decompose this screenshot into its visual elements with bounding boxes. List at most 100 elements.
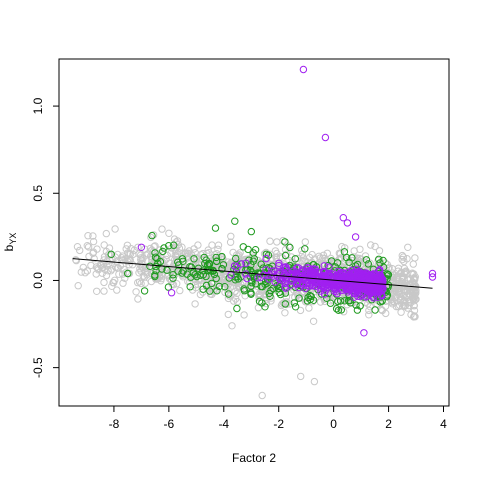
points-layer: [72, 65, 437, 400]
data-point-green: [208, 279, 216, 288]
data-point-purple: [321, 133, 330, 142]
data-point-green: [364, 260, 372, 268]
data-point-gray: [141, 279, 149, 287]
data-point-gray: [76, 246, 84, 255]
data-point-green: [218, 264, 226, 273]
data-point-gray: [281, 309, 289, 317]
data-point-green: [196, 271, 205, 280]
y-tick-label: 0.5: [31, 185, 45, 202]
data-point-purple: [237, 260, 245, 268]
data-point-purple: [242, 259, 250, 267]
data-point-green: [247, 289, 255, 297]
data-point-gray: [119, 279, 127, 287]
data-point-green: [193, 272, 201, 281]
x-tick-label: -4: [218, 417, 229, 431]
data-point-green: [219, 261, 228, 269]
data-point-gray: [365, 311, 373, 319]
data-point-gray: [400, 296, 408, 305]
data-point-purple: [377, 291, 385, 299]
data-point-green: [257, 260, 265, 268]
data-point-green: [190, 255, 198, 263]
data-point-gray: [214, 241, 223, 249]
data-point-green: [212, 253, 220, 262]
data-point-gray: [404, 304, 412, 312]
data-point-gray: [231, 287, 239, 296]
data-point-gray: [381, 259, 389, 267]
data-point-gray: [132, 288, 140, 296]
data-point-gray: [137, 251, 145, 259]
data-point-purple: [300, 275, 308, 283]
data-point-gray: [135, 269, 143, 277]
data-point-purple: [268, 267, 276, 275]
data-point-green: [307, 292, 315, 301]
data-point-green: [206, 287, 214, 295]
data-point-green: [375, 255, 383, 263]
data-point-green: [186, 263, 194, 271]
data-point-gray: [108, 256, 116, 264]
data-point-gray: [165, 229, 173, 238]
data-point-purple: [351, 233, 360, 241]
x-tick-label: 0: [330, 417, 337, 431]
data-point-gray: [399, 253, 408, 261]
data-point-gray: [408, 270, 416, 279]
data-point-green: [345, 258, 353, 266]
data-point-gray: [84, 243, 93, 251]
data-point-green: [301, 245, 309, 253]
data-point-purple: [352, 265, 361, 273]
data-point-green: [334, 306, 343, 314]
data-point-purple: [243, 274, 251, 283]
data-point-gray: [388, 279, 397, 287]
data-point-gray: [309, 317, 318, 325]
data-point-gray: [336, 250, 345, 258]
data-point-purple: [325, 263, 333, 271]
data-point-green: [212, 257, 221, 266]
data-point-gray: [396, 282, 404, 291]
data-point-purple: [339, 214, 347, 222]
data-point-gray: [83, 242, 92, 250]
data-point-gray: [93, 287, 101, 295]
data-point-green: [383, 270, 391, 278]
data-point-gray: [393, 273, 402, 282]
data-point-purple: [271, 278, 279, 286]
data-point-green: [213, 287, 221, 295]
data-point-purple: [294, 277, 303, 286]
y-tick-label: -0.5: [31, 357, 45, 378]
data-point-gray: [118, 256, 126, 264]
data-point-gray: [273, 238, 281, 246]
data-point-purple: [353, 282, 362, 291]
data-point-gray: [182, 250, 190, 258]
data-point-gray: [89, 249, 97, 258]
data-point-green: [151, 253, 160, 261]
data-point-purple: [254, 274, 262, 282]
data-point-gray: [361, 298, 369, 307]
data-point-gray: [255, 290, 263, 298]
data-point-green: [286, 243, 294, 252]
data-point-green: [247, 227, 256, 236]
data-point-purple: [282, 266, 290, 274]
data-point-green: [199, 285, 207, 293]
data-point-green: [211, 224, 220, 232]
data-point-green: [153, 254, 161, 263]
data-point-green: [290, 299, 298, 307]
y-axis-label-subscript: YX: [8, 233, 18, 245]
data-point-green: [170, 241, 178, 249]
data-point-gray: [98, 269, 107, 277]
data-point-gray: [353, 258, 361, 266]
data-point-green: [276, 290, 285, 299]
data-point-gray: [110, 279, 118, 287]
x-tick-label: 2: [385, 417, 392, 431]
data-point-purple: [262, 254, 270, 263]
data-point-green: [191, 271, 199, 279]
data-point-green: [261, 303, 269, 311]
data-point-gray: [397, 295, 405, 303]
data-point-gray: [371, 242, 379, 251]
data-point-gray: [276, 253, 285, 261]
data-point-green: [203, 261, 212, 269]
data-point-gray: [134, 243, 142, 252]
data-point-green: [332, 305, 341, 313]
data-point-green: [247, 282, 255, 290]
data-point-green: [333, 259, 342, 267]
data-point-purple: [320, 262, 328, 270]
data-point-gray: [89, 232, 97, 240]
